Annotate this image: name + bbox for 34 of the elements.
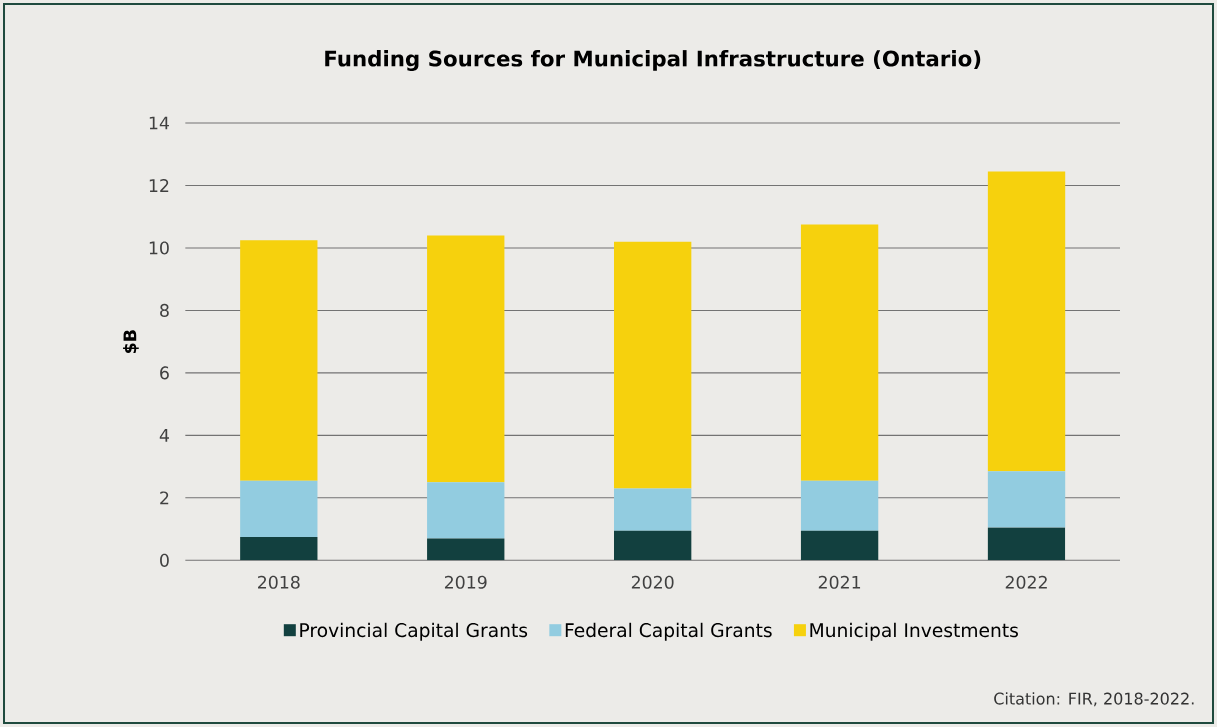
legend-label: Federal Capital Grants bbox=[565, 622, 772, 641]
y-tick-label: 0 bbox=[160, 553, 169, 567]
y-tick-label: 2 bbox=[160, 491, 169, 505]
y-tick-label: 4 bbox=[159, 429, 169, 442]
bar bbox=[614, 530, 692, 561]
x-tick-label: 2020 bbox=[631, 575, 674, 589]
bar bbox=[240, 240, 318, 481]
y-tick-label: 12 bbox=[149, 179, 169, 192]
bar bbox=[240, 536, 318, 561]
y-tick-label: 6 bbox=[160, 366, 169, 380]
x-tick-label: 2018 bbox=[258, 575, 300, 589]
bar bbox=[800, 530, 879, 561]
bar bbox=[427, 235, 505, 483]
bar bbox=[987, 527, 1066, 561]
x-tick-label: 2021 bbox=[818, 575, 861, 589]
y-tick-label: 14 bbox=[149, 116, 169, 130]
bar bbox=[427, 538, 505, 561]
bar bbox=[427, 482, 505, 539]
y-axis-title: $B bbox=[123, 330, 139, 353]
y-tick-label: 8 bbox=[160, 303, 169, 317]
chart-title: Funding Sources for Municipal Infrastructure (Ontario) bbox=[325, 50, 981, 71]
bar bbox=[800, 224, 879, 481]
bar bbox=[987, 171, 1066, 472]
y-tick-label: 10 bbox=[149, 241, 169, 255]
bar bbox=[800, 480, 879, 531]
bar bbox=[987, 471, 1066, 528]
legend-label: Municipal Investments bbox=[810, 622, 1018, 641]
bar bbox=[240, 480, 318, 537]
legend-label: Provincial Capital Grants bbox=[300, 622, 528, 641]
bar bbox=[614, 488, 692, 531]
text: Citation: FIR, 2018-2022. bbox=[994, 692, 1194, 707]
x-tick-label: 2022 bbox=[1005, 575, 1047, 589]
x-tick-label: 2019 bbox=[444, 575, 487, 589]
bar bbox=[614, 241, 692, 489]
